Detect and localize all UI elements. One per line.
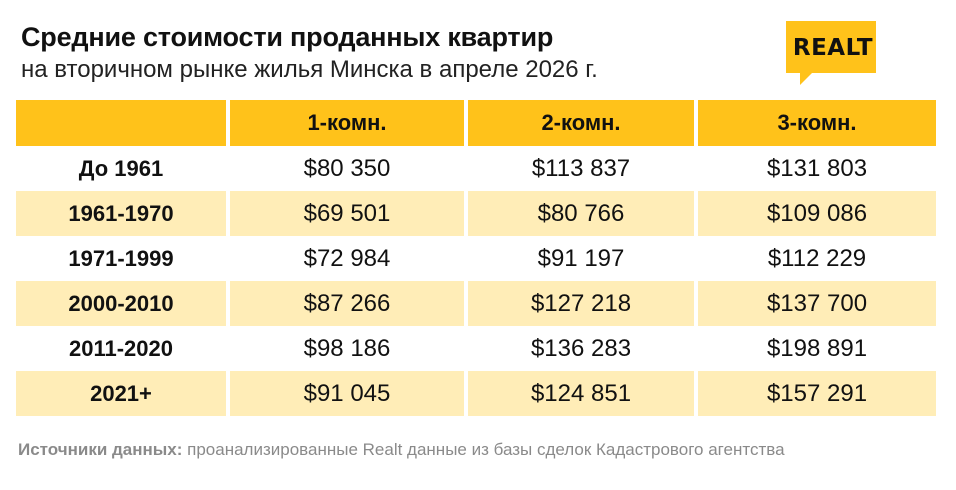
source-label: Источники данных: [18,440,183,459]
price-cell: $80 350 [303,154,391,182]
price-cell: $131 803 [766,154,868,182]
header-cell-2room: 2-комн. [468,100,694,146]
chart-subtitle: на вторичном рынке жилья Минска в апреле… [21,56,598,83]
price-table: 1-комн. 2-комн. 3-комн. До 1961 $80 350 $1… [12,100,940,416]
table-row: 1971-1999 $72 984 $91 197 $112 229 [16,236,936,281]
table-body: До 1961 $80 350 $113 837 $131 803 1961-1970 $… [16,146,936,416]
logo-badge-shape [786,21,876,85]
price-cell: $98 186 [303,334,391,362]
source-text: проанализированные Realt данные из базы … [182,440,785,459]
source-note: Источники данных: проанализированные Rea… [18,440,785,460]
table-row: До 1961 $80 350 $113 837 $131 803 [16,146,936,191]
price-cell: $69 501 [230,191,464,236]
price-cell: $91 045 [230,371,464,416]
price-cell: $113 837 [531,154,631,182]
table-row: 2021+ $91 045 $124 851 $157 291 [16,371,936,416]
row-label-cell: 2021+ [16,371,226,416]
table-row: 2011-2020 $98 186 $136 283 $198 891 [16,326,936,371]
header-cell-3room: 3-комн. [698,100,936,146]
price-cell: $124 851 [468,371,694,416]
row-label-cell: 2000-2010 [16,281,226,326]
row-label-cell: 1961-1970 [16,191,226,236]
price-cell: $109 086 [698,191,936,236]
header-cell-1room: 1-комн. [230,100,464,146]
price-cell: $87 266 [230,281,464,326]
price-cell: $137 700 [698,281,936,326]
row-label-cell: До 1961 [78,155,164,181]
price-cell: $127 218 [468,281,694,326]
price-cell: $136 283 [530,334,632,362]
price-cell: $72 984 [303,244,391,272]
table-header-row: 1-комн. 2-комн. 3-комн. [16,100,936,146]
price-cell: $91 197 [537,244,625,272]
price-cell: $198 891 [766,334,868,362]
price-cell: $80 766 [468,191,694,236]
table-row: 2000-2010 $87 266 $127 218 $137 700 [16,281,936,326]
price-cell: $157 291 [698,371,936,416]
chart-title: Средние стоимости проданных квартир [21,22,554,52]
logo-text: REALT [792,35,874,61]
row-label-cell: 1971-1999 [68,245,174,271]
row-label-cell: 2011-2020 [69,335,173,361]
table-row: 1961-1970 $69 501 $80 766 $109 086 [16,191,936,236]
realt-logo: REALT [786,21,876,85]
price-cell: $112 229 [767,244,867,272]
header-cell-blank [16,100,226,146]
